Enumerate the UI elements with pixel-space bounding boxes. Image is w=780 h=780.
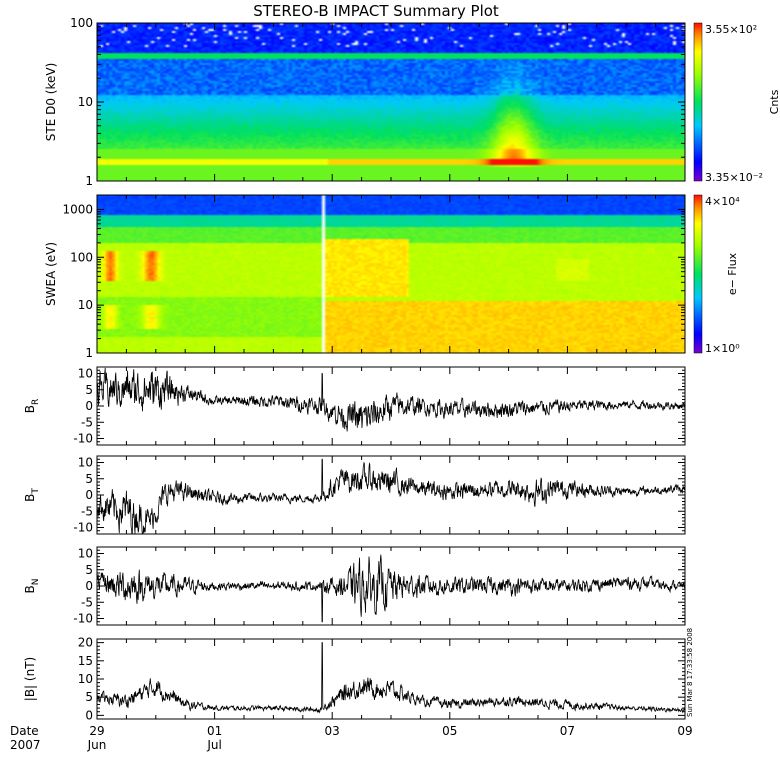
y-tick-label: 10 <box>78 298 93 312</box>
bt-ylabel-main: B <box>23 494 37 502</box>
bmag-ticks: 0 5 10 15 20 <box>78 636 685 723</box>
y-tick-label: -5 <box>81 504 93 518</box>
bmag-series-line <box>97 643 685 713</box>
bt-ylabel: BT <box>23 488 41 502</box>
swea-colorbar-title: e− Flux <box>726 252 739 295</box>
bn-ylabel-sub: N <box>31 579 41 586</box>
bn-series-line <box>97 555 685 622</box>
y-tick-label: 1 <box>85 346 93 360</box>
swea-colorbar <box>694 195 702 353</box>
y-tick-label: 5 <box>85 563 93 577</box>
swea-colorbar-max: 4×10⁴ <box>705 195 740 208</box>
ste-colorbar-max: 3.55×10² <box>705 23 757 36</box>
swea-spectrogram <box>97 195 685 353</box>
ste-ylabel: STE D0 (keV) <box>44 63 58 142</box>
bt-panel: -10 -5 0 5 10 BT <box>23 456 685 535</box>
y-tick-label: 0 <box>85 579 93 593</box>
y-tick-label: 0 <box>85 708 93 722</box>
bn-ylabel: BN <box>23 579 41 594</box>
y-tick-label: 15 <box>78 654 93 668</box>
y-tick-label: 10 <box>78 672 93 686</box>
y-tick-label: -10 <box>73 521 93 535</box>
bt-ylabel-sub: T <box>31 488 41 495</box>
y-tick-label: 1000 <box>62 202 93 216</box>
y-tick-label: 0 <box>85 488 93 502</box>
swea-ylabel: SWEA (eV) <box>44 242 58 306</box>
date-tick-label: 09 <box>677 724 692 738</box>
bmag-frame <box>97 639 685 719</box>
br-frame <box>97 367 685 445</box>
date-tick-label: 29 <box>89 724 104 738</box>
bt-ticks: -10 -5 0 5 10 <box>73 456 685 535</box>
br-panel: -10 -5 0 5 10 BR <box>23 367 685 446</box>
y-tick-label: 0 <box>85 399 93 413</box>
swea-colorbar-min: 1×10⁰ <box>705 342 740 355</box>
bn-ylabel-main: B <box>23 585 37 593</box>
date-tick-sublabel: Jun <box>87 738 107 752</box>
timestamp-stamp: Sun Mar 8 17:33:58 2008 <box>686 628 694 717</box>
bn-panel: -10 -5 0 5 10 BN <box>23 547 685 626</box>
y-tick-label: 5 <box>85 472 93 486</box>
date-row-label-2: 2007 <box>10 738 41 752</box>
y-tick-label: 10 <box>78 95 93 109</box>
ste-spectrogram <box>97 23 685 181</box>
br-series-line <box>97 368 685 432</box>
ste-colorbar-min: 3.35×10⁻² <box>705 171 763 184</box>
swea-panel: 1 10 100 1000 SWEA (eV) 4×10⁴ 1×10⁰ e− Flux <box>44 195 740 360</box>
y-tick-label: -10 <box>73 432 93 446</box>
br-ylabel-sub: R <box>31 399 41 405</box>
date-tick-label: 01 <box>207 724 222 738</box>
ste-panel: 1 10 100 STE D0 (keV) 3.55×10² 3.35×10⁻² C… <box>44 16 780 188</box>
y-tick-label: -5 <box>81 415 93 429</box>
y-tick-label: -10 <box>73 612 93 626</box>
y-tick-label: 100 <box>70 16 93 30</box>
br-ylabel: BR <box>23 399 41 414</box>
y-tick-label: 10 <box>78 456 93 470</box>
bn-ticks: -10 -5 0 5 10 <box>73 547 685 626</box>
y-tick-label: -5 <box>81 595 93 609</box>
y-tick-label: 5 <box>85 690 93 704</box>
chart-title: STEREO-B IMPACT Summary Plot <box>253 2 499 20</box>
bmag-ylabel: |B| (nT) <box>23 657 37 701</box>
date-tick-sublabel: Jul <box>206 738 221 752</box>
date-tick-label: 03 <box>325 724 340 738</box>
y-tick-label: 100 <box>70 250 93 264</box>
y-tick-label: 1 <box>85 174 93 188</box>
bt-series-line <box>97 459 685 534</box>
date-row-label-1: Date <box>10 724 39 738</box>
ste-colorbar-title: Cnts <box>768 89 780 114</box>
y-tick-label: 10 <box>78 547 93 561</box>
date-tick-label: 07 <box>560 724 575 738</box>
br-ylabel-main: B <box>23 405 37 413</box>
bmag-panel: 0 5 10 15 20 |B| (nT) Sun Mar 8 17:33:58 200… <box>23 628 694 723</box>
y-tick-label: 20 <box>78 636 93 650</box>
date-tick-label: 05 <box>442 724 457 738</box>
ste-colorbar <box>694 23 702 181</box>
y-tick-label: 10 <box>78 367 93 381</box>
y-tick-label: 5 <box>85 383 93 397</box>
